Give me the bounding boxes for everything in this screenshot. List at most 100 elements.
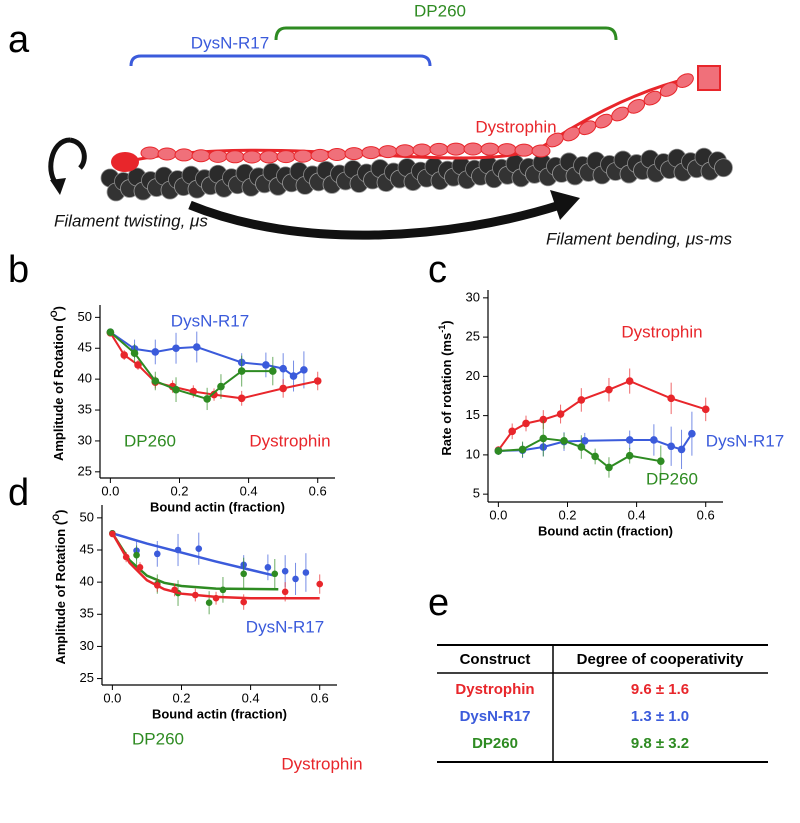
bracket-label: DysN-R17 bbox=[191, 33, 269, 52]
data-point bbox=[625, 436, 634, 444]
data-point bbox=[580, 436, 589, 445]
series-line bbox=[498, 433, 693, 452]
y-axis-label-part: O bbox=[51, 514, 61, 521]
data-point bbox=[577, 396, 586, 404]
data-point bbox=[264, 564, 272, 571]
panel-label: b bbox=[8, 249, 29, 291]
data-point bbox=[192, 591, 199, 599]
series-label: Dystrophin bbox=[249, 431, 330, 450]
y-tick-label: 25 bbox=[80, 670, 94, 685]
spectrin-repeat bbox=[395, 144, 415, 158]
dystrophin-end bbox=[111, 152, 139, 172]
panel-label: d bbox=[8, 472, 29, 514]
data-point bbox=[667, 442, 675, 451]
y-tick-label: 45 bbox=[80, 541, 94, 556]
x-axis-label: Bound actin (fraction) bbox=[538, 523, 673, 538]
y-tick-label: 25 bbox=[78, 463, 92, 478]
data-point bbox=[203, 395, 211, 403]
spectrin-repeat bbox=[140, 146, 160, 160]
series-label: DP260 bbox=[132, 729, 184, 748]
y-tick-label: 15 bbox=[466, 407, 480, 422]
data-point bbox=[174, 546, 182, 554]
y-axis-label-part: ) bbox=[53, 509, 68, 513]
data-point bbox=[109, 530, 116, 538]
spectrin-repeat bbox=[259, 150, 279, 164]
y-axis-label-part: ) bbox=[439, 320, 454, 324]
data-point bbox=[539, 434, 548, 443]
data-point bbox=[271, 570, 279, 578]
data-point bbox=[494, 447, 503, 455]
actin-filament bbox=[100, 147, 733, 202]
data-point bbox=[281, 567, 289, 575]
spectrin-repeat bbox=[361, 146, 381, 160]
data-point bbox=[667, 394, 675, 403]
spectrin-repeat bbox=[225, 150, 245, 164]
data-point bbox=[577, 443, 586, 451]
y-axis-label: Rate of rotation (ms-1) bbox=[437, 320, 454, 455]
y-tick-label: 45 bbox=[78, 340, 92, 355]
spectrin-repeat bbox=[480, 142, 500, 156]
spectrin-repeat bbox=[659, 82, 678, 97]
table-cell: DP260 bbox=[472, 735, 518, 752]
data-point bbox=[518, 445, 527, 454]
y-tick-label: 50 bbox=[78, 309, 92, 324]
x-tick-label: 0.4 bbox=[240, 483, 258, 498]
twist-arrow bbox=[48, 137, 71, 187]
data-point bbox=[279, 364, 287, 373]
data-point bbox=[522, 419, 530, 428]
data-point bbox=[217, 382, 225, 391]
data-point bbox=[508, 427, 516, 436]
dystrophin-end bbox=[697, 65, 721, 91]
x-tick-label: 0.4 bbox=[628, 507, 646, 522]
y-axis-label: Amplitude of Rotation (O) bbox=[51, 509, 68, 664]
spectrin-repeat bbox=[242, 150, 262, 164]
data-point bbox=[136, 564, 144, 571]
y-tick-label: 40 bbox=[80, 574, 94, 589]
data-point bbox=[192, 343, 201, 351]
data-point bbox=[677, 445, 686, 454]
data-point bbox=[688, 429, 696, 438]
data-point bbox=[195, 545, 203, 553]
motion-label: Filament bending, μs-ms bbox=[546, 229, 732, 248]
data-point bbox=[240, 570, 247, 578]
spectrin-repeat bbox=[497, 143, 517, 157]
spectrin-repeat bbox=[446, 142, 466, 156]
spectrin-repeat bbox=[344, 147, 364, 161]
y-axis-label-part: Amplitude of Rotation ( bbox=[53, 520, 68, 664]
y-axis-label-part: ) bbox=[51, 306, 66, 310]
y-tick-label: 30 bbox=[80, 638, 94, 653]
spectrin-repeat bbox=[676, 73, 694, 88]
actin-monomer bbox=[714, 158, 733, 178]
x-tick-label: 0.6 bbox=[697, 507, 715, 522]
data-point bbox=[300, 366, 308, 374]
x-tick-label: 0.0 bbox=[489, 507, 507, 522]
bracket bbox=[129, 54, 432, 67]
data-point bbox=[153, 582, 161, 589]
spectrin-repeat bbox=[578, 120, 597, 136]
data-point bbox=[289, 372, 298, 380]
spectrin-repeat bbox=[562, 126, 581, 142]
data-point bbox=[171, 586, 178, 594]
table-cell: 9.6 ± 1.6 bbox=[631, 681, 689, 698]
table-cell: DysN-R17 bbox=[460, 708, 531, 725]
x-tick-label: 0.0 bbox=[101, 483, 119, 498]
table: Construct Degree of cooperativity Dystroph… bbox=[437, 644, 768, 763]
spectrin-repeat bbox=[276, 150, 296, 164]
data-point bbox=[268, 367, 277, 375]
data-point bbox=[701, 405, 710, 414]
data-point bbox=[279, 384, 287, 393]
data-point bbox=[133, 551, 140, 559]
data-point bbox=[151, 377, 160, 385]
spectrin-repeat bbox=[174, 148, 194, 162]
data-point bbox=[151, 348, 160, 356]
x-tick-label: 0.2 bbox=[170, 483, 188, 498]
data-point bbox=[120, 351, 128, 359]
data-point bbox=[153, 550, 161, 558]
data-point bbox=[591, 452, 599, 461]
spectrin-repeat bbox=[191, 149, 211, 163]
spectrin-repeat bbox=[327, 148, 347, 162]
y-axis-label-part: -1 bbox=[437, 325, 447, 333]
table-cell: 9.8 ± 3.2 bbox=[631, 735, 689, 752]
series-line bbox=[497, 380, 707, 451]
